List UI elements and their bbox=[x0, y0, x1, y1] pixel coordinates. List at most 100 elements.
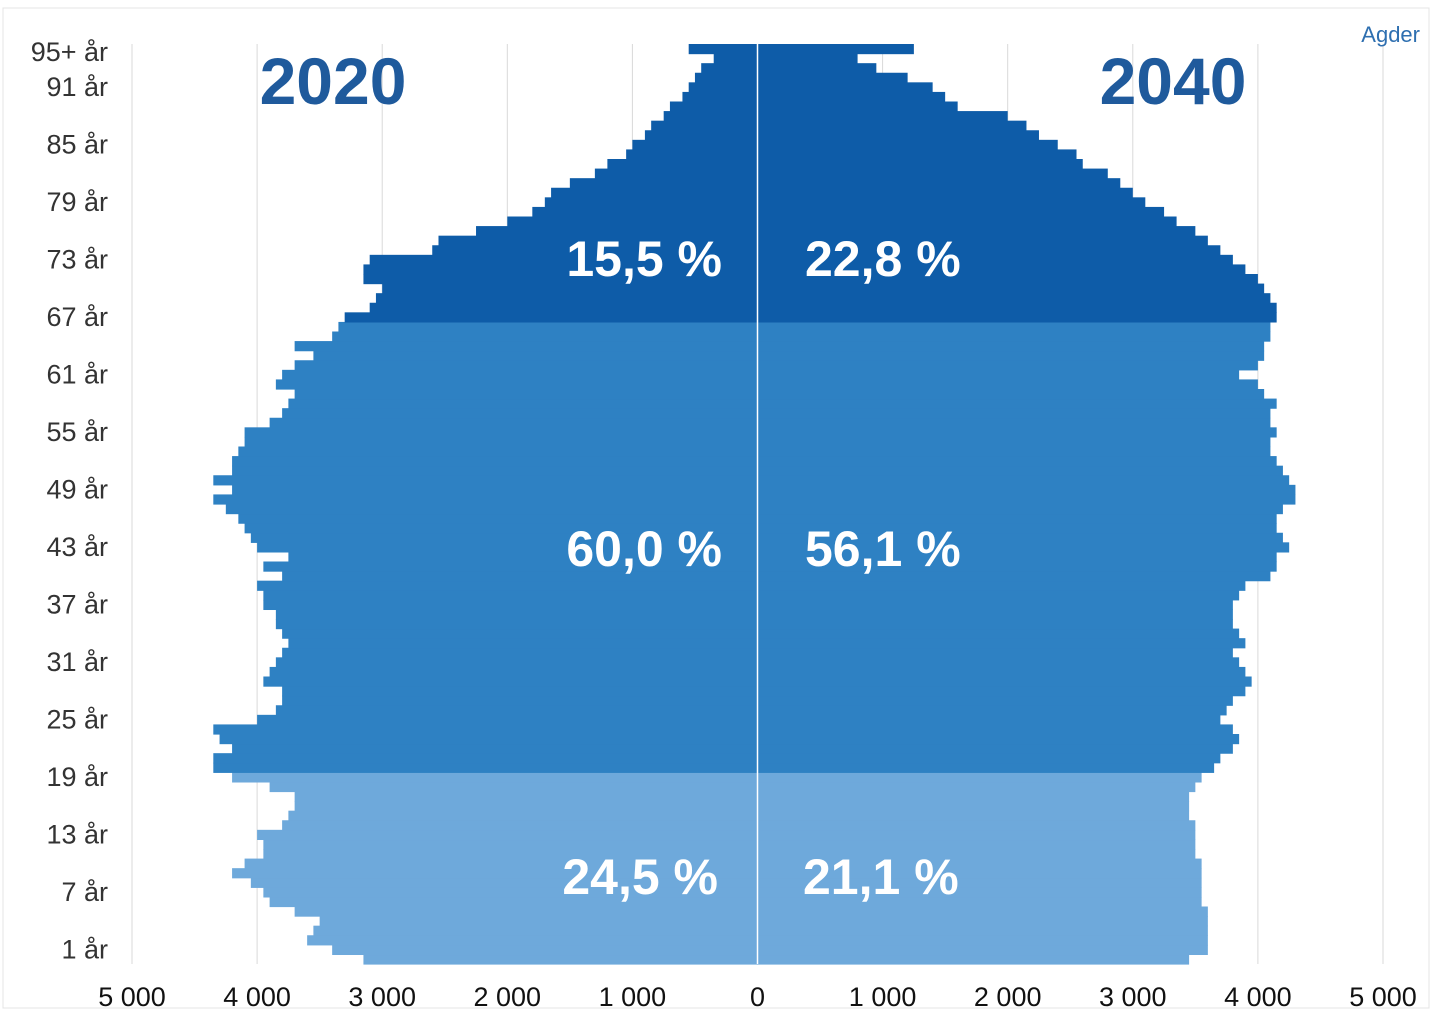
bar-2040-age-2 bbox=[757, 935, 1208, 946]
bar-2020-age-90 bbox=[682, 91, 758, 103]
x-tick-label-1: 4 000 bbox=[223, 982, 291, 1011]
bar-2020-age-58 bbox=[288, 398, 758, 409]
bar-2040-age-37 bbox=[757, 599, 1233, 611]
bar-2040-age-16 bbox=[757, 801, 1190, 812]
bar-2020-age-57 bbox=[282, 408, 758, 419]
bar-2020-age-22 bbox=[232, 743, 758, 754]
bar-2020-age-71 bbox=[363, 274, 758, 285]
bar-2020-age-65 bbox=[332, 331, 758, 342]
bar-2020-age-80 bbox=[551, 187, 758, 198]
bar-2040-age-43 bbox=[757, 542, 1290, 553]
bar-2040-age-21 bbox=[757, 753, 1221, 764]
bar-2040-age-74 bbox=[757, 245, 1221, 256]
bar-2020-age-37 bbox=[263, 599, 758, 611]
bar-2020-age-14 bbox=[282, 820, 758, 831]
bar-2020-age-75 bbox=[438, 235, 758, 246]
bar-2020-age-72 bbox=[363, 264, 758, 275]
bar-2020-age-23 bbox=[219, 734, 758, 745]
bar-2040-age-60 bbox=[757, 379, 1258, 390]
y-tick-label-19: 19 år bbox=[46, 762, 108, 792]
y-tick-label-73: 73 år bbox=[46, 245, 108, 275]
bar-2040-age-85 bbox=[757, 139, 1058, 151]
bar-2040-age-80 bbox=[757, 187, 1133, 198]
bar-2020-age-77 bbox=[507, 216, 758, 227]
bar-2020-age-19 bbox=[232, 772, 758, 783]
bar-2040-age-72 bbox=[757, 264, 1246, 275]
bar-2020-age-67 bbox=[344, 312, 758, 323]
bar-2040-age-4 bbox=[757, 916, 1208, 927]
bar-2020-age-9 bbox=[232, 868, 758, 879]
bar-2020-age-32 bbox=[282, 647, 758, 658]
bar-2020-age-25 bbox=[257, 714, 758, 726]
bar-2020-age-42 bbox=[288, 551, 758, 563]
bar-2020-age-86 bbox=[644, 130, 758, 141]
bar-2020-age-64 bbox=[294, 341, 758, 352]
bar-2040-age-0 bbox=[757, 954, 1190, 965]
share-left-young: 24,5 % bbox=[562, 849, 718, 905]
bar-2040-age-39 bbox=[757, 580, 1246, 591]
bar-2020-age-6 bbox=[269, 896, 758, 908]
bar-2020-age-0 bbox=[363, 954, 758, 965]
share-left-working: 60,0 % bbox=[566, 521, 722, 577]
bar-2040-age-81 bbox=[757, 178, 1121, 189]
bar-2040-age-45 bbox=[757, 523, 1277, 534]
bar-2040-age-32 bbox=[757, 647, 1233, 658]
bar-2020-age-12 bbox=[263, 839, 758, 850]
bar-2020-age-4 bbox=[319, 916, 758, 927]
bar-2020-age-70 bbox=[382, 283, 758, 294]
x-tick-label-6: 1 000 bbox=[849, 982, 917, 1011]
bar-2040-age-82 bbox=[757, 168, 1108, 179]
bar-2020-age-56 bbox=[269, 417, 758, 428]
share-right-working: 56,1 % bbox=[805, 521, 961, 577]
bar-2040-age-95 bbox=[757, 44, 914, 55]
bar-2040-age-93 bbox=[757, 63, 877, 74]
bar-2020-age-27 bbox=[282, 695, 758, 706]
bar-2020-age-2 bbox=[307, 935, 758, 946]
bar-2040-age-53 bbox=[757, 446, 1271, 457]
bar-2020-age-8 bbox=[250, 877, 758, 888]
bar-2040-age-68 bbox=[757, 302, 1277, 313]
bar-2040-age-11 bbox=[757, 849, 1196, 860]
bar-2040-age-17 bbox=[757, 791, 1190, 802]
bar-2040-age-51 bbox=[757, 465, 1283, 476]
bar-2040-age-40 bbox=[757, 571, 1271, 582]
bar-2020-age-85 bbox=[632, 139, 758, 151]
bar-2020-age-1 bbox=[332, 944, 758, 956]
y-tick-label-49: 49 år bbox=[46, 475, 108, 505]
y-tick-label-95: 95+ år bbox=[31, 37, 108, 67]
bar-2020-age-18 bbox=[269, 781, 758, 793]
bar-2040-age-13 bbox=[757, 829, 1196, 841]
bar-2020-age-34 bbox=[282, 628, 758, 639]
bar-2020-age-44 bbox=[250, 532, 758, 543]
bar-2020-age-13 bbox=[257, 829, 758, 841]
bar-2020-age-69 bbox=[375, 293, 758, 304]
bar-2020-age-41 bbox=[263, 561, 758, 572]
bar-2020-age-26 bbox=[275, 705, 758, 716]
bar-2020-age-11 bbox=[263, 849, 758, 860]
bar-2040-age-15 bbox=[757, 810, 1190, 821]
bar-2040-age-86 bbox=[757, 130, 1039, 141]
bar-2020-age-39 bbox=[257, 580, 758, 591]
bar-2040-age-91 bbox=[757, 82, 933, 93]
bar-2040-age-62 bbox=[757, 360, 1258, 371]
bar-2040-age-70 bbox=[757, 283, 1265, 294]
bar-2020-age-49 bbox=[232, 484, 758, 496]
bar-2040-age-84 bbox=[757, 149, 1077, 160]
bar-2020-age-55 bbox=[244, 427, 758, 438]
bar-2040-age-36 bbox=[757, 609, 1233, 620]
bar-2040-age-67 bbox=[757, 312, 1277, 323]
share-right-elderly: 22,8 % bbox=[805, 231, 961, 287]
bar-2040-age-65 bbox=[757, 331, 1271, 342]
bar-2020-age-54 bbox=[244, 436, 758, 448]
bar-2020-age-30 bbox=[269, 666, 758, 678]
bar-2040-age-6 bbox=[757, 896, 1202, 908]
bar-2040-age-56 bbox=[757, 417, 1271, 428]
bar-2020-age-74 bbox=[432, 245, 758, 256]
bar-2020-age-94 bbox=[713, 53, 758, 64]
bar-2020-age-89 bbox=[669, 101, 758, 112]
bar-2020-age-92 bbox=[694, 72, 758, 83]
bar-2040-age-35 bbox=[757, 619, 1233, 630]
x-tick-label-10: 5 000 bbox=[1349, 982, 1417, 1011]
y-tick-label-91: 91 år bbox=[46, 72, 108, 102]
